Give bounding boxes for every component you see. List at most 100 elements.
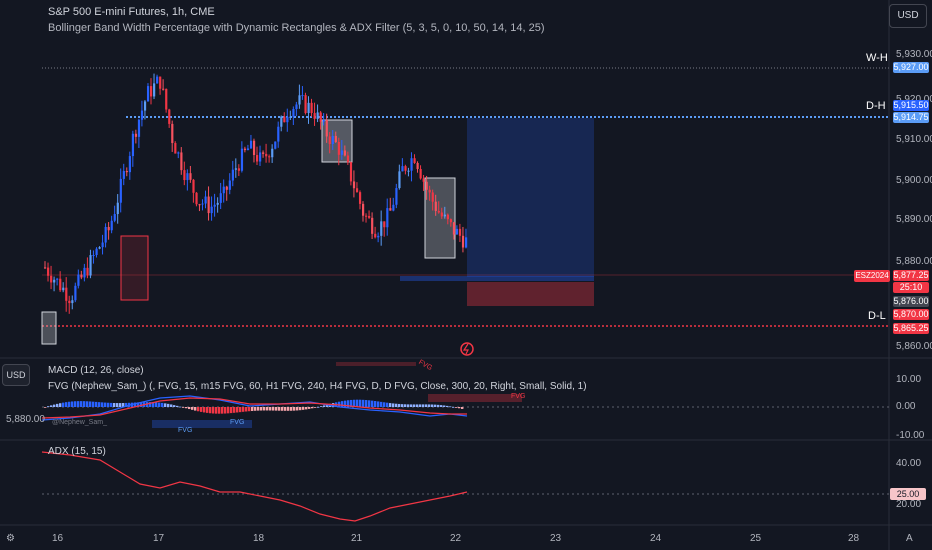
alert-icon[interactable] — [460, 342, 474, 356]
settings-icon[interactable]: ⚙ — [6, 533, 15, 544]
time-tick: 24 — [650, 533, 662, 544]
macd-histogram-bar — [110, 402, 113, 407]
candle-down — [458, 228, 462, 236]
position-profit-zone[interactable] — [467, 118, 594, 277]
currency-small-button[interactable]: USD — [2, 364, 30, 386]
candle-down — [162, 88, 165, 90]
candle-up — [234, 168, 237, 170]
candle-up — [156, 76, 159, 84]
candle-down — [328, 136, 331, 145]
candle-down — [416, 162, 419, 169]
dynamic-rectangle[interactable] — [41, 311, 57, 345]
macd-histogram-bar — [152, 402, 155, 407]
macd-histogram-bar — [353, 399, 356, 407]
candle-down — [355, 188, 359, 193]
candle-up — [95, 248, 98, 255]
candle-up — [386, 208, 389, 228]
macd-histogram-bar — [407, 404, 410, 407]
macd-histogram-bar — [218, 407, 221, 414]
candle-down — [47, 267, 50, 276]
macd-histogram-bar — [197, 407, 200, 412]
macd-histogram-bar — [443, 405, 446, 407]
candle-up — [153, 83, 156, 97]
candle-up — [228, 180, 231, 190]
macd-histogram-bar — [71, 401, 74, 407]
macd-histogram-bar — [317, 406, 320, 408]
auto-scale-icon[interactable]: A — [906, 533, 913, 544]
candle-up — [249, 140, 253, 149]
macd-histogram-bar — [77, 401, 80, 407]
candle-up — [201, 203, 204, 205]
candle-down — [252, 140, 256, 156]
macd-histogram-bar — [437, 404, 440, 407]
candle-down — [198, 204, 201, 206]
macd-histogram-bar — [275, 407, 278, 411]
macd-histogram-bar — [458, 407, 461, 409]
candle-down — [195, 192, 198, 205]
dh-price-tag-2: 5,914.75 — [893, 112, 929, 123]
macd-histogram-bar — [116, 403, 119, 407]
currency-button[interactable]: USD — [889, 4, 927, 28]
macd-histogram-bar — [65, 402, 68, 407]
macd-histogram-bar — [239, 407, 242, 413]
wh-label: W-H — [866, 52, 888, 64]
candle-down — [171, 123, 174, 144]
dynamic-rectangle[interactable] — [120, 235, 149, 301]
candle-down — [337, 142, 340, 155]
macd-histogram-bar — [209, 407, 212, 414]
macd-histogram-bar — [350, 399, 353, 407]
candle-up — [295, 104, 298, 110]
macd-histogram-bar — [395, 403, 398, 407]
fvg-label: FVG — [178, 427, 193, 434]
macd-histogram-bar — [236, 407, 239, 413]
candle-up — [380, 221, 383, 236]
adx-title: ADX (15, 15) — [48, 446, 106, 457]
macd-histogram-bar — [371, 400, 374, 407]
adx-current-tag: 25.00 — [890, 488, 926, 500]
position-loss-zone[interactable] — [467, 282, 594, 306]
dl-price-tag: 5,865.25 — [893, 323, 929, 334]
candle-up — [301, 95, 304, 97]
candle-up — [177, 152, 180, 154]
fvg-zone — [336, 362, 416, 366]
macd-histogram-bar — [269, 407, 272, 411]
macd-histogram-bar — [101, 402, 104, 407]
position-entry-box — [400, 276, 594, 281]
watermark: @Nephew_Sam_ — [52, 419, 107, 426]
candle-down — [374, 233, 377, 238]
candle-up — [231, 169, 234, 181]
candle-up — [455, 228, 459, 235]
candle-up — [316, 112, 319, 119]
candle-down — [431, 192, 434, 202]
macd-histogram-bar — [122, 403, 125, 407]
macd-histogram-bar — [83, 401, 86, 407]
dynamic-rectangle[interactable] — [321, 119, 353, 163]
macd-histogram-bar — [410, 404, 413, 407]
macd-histogram-bar — [311, 407, 314, 409]
candle-down — [265, 153, 268, 157]
candle-down — [383, 221, 386, 228]
macd-histogram-bar — [200, 407, 203, 412]
dl-label: D-L — [868, 310, 886, 322]
macd-histogram-bar — [461, 407, 464, 409]
candle-down — [349, 162, 353, 182]
candle-down — [189, 173, 192, 180]
macd-histogram-bar — [293, 407, 296, 411]
candle-up — [271, 148, 274, 158]
macd-histogram-bar — [215, 407, 218, 414]
macd-histogram-bar — [233, 407, 236, 413]
macd-histogram-bar — [362, 399, 365, 407]
macd-histogram-bar — [140, 402, 143, 407]
candle-down — [86, 267, 89, 276]
macd-histogram-bar — [431, 404, 434, 407]
candle-down — [237, 168, 241, 171]
candle-down — [389, 208, 392, 211]
candle-up — [101, 242, 104, 248]
macd-histogram-bar — [173, 405, 176, 407]
candle-up — [137, 119, 141, 137]
macd-histogram-bar — [287, 407, 290, 411]
price-tick: 5,890.00 — [896, 214, 932, 225]
candle-up — [292, 109, 295, 117]
macd-tick: 10.00 — [896, 374, 922, 385]
